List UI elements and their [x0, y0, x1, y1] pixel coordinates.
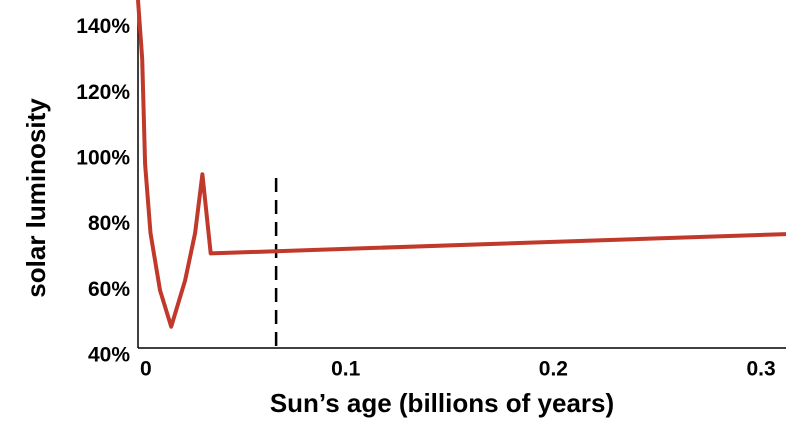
x-tick-label: 0.1 — [331, 358, 361, 381]
x-tick-label: 0 — [140, 358, 152, 381]
y-tick-label: 60% — [88, 278, 130, 301]
data-line — [136, 0, 786, 329]
y-tick-label: 80% — [88, 212, 130, 235]
x-tick-label: 0.2 — [539, 358, 568, 381]
y-tick-label: 140% — [76, 15, 130, 38]
y-axis-label: solar luminosity — [21, 98, 51, 298]
x-tick-label: 0.3 — [746, 358, 775, 381]
y-tick-label: 40% — [88, 344, 130, 367]
y-tick-label: 100% — [76, 147, 130, 170]
y-tick-label: 120% — [76, 81, 130, 104]
x-axis-label: Sun’s age (billions of years) — [270, 388, 614, 418]
